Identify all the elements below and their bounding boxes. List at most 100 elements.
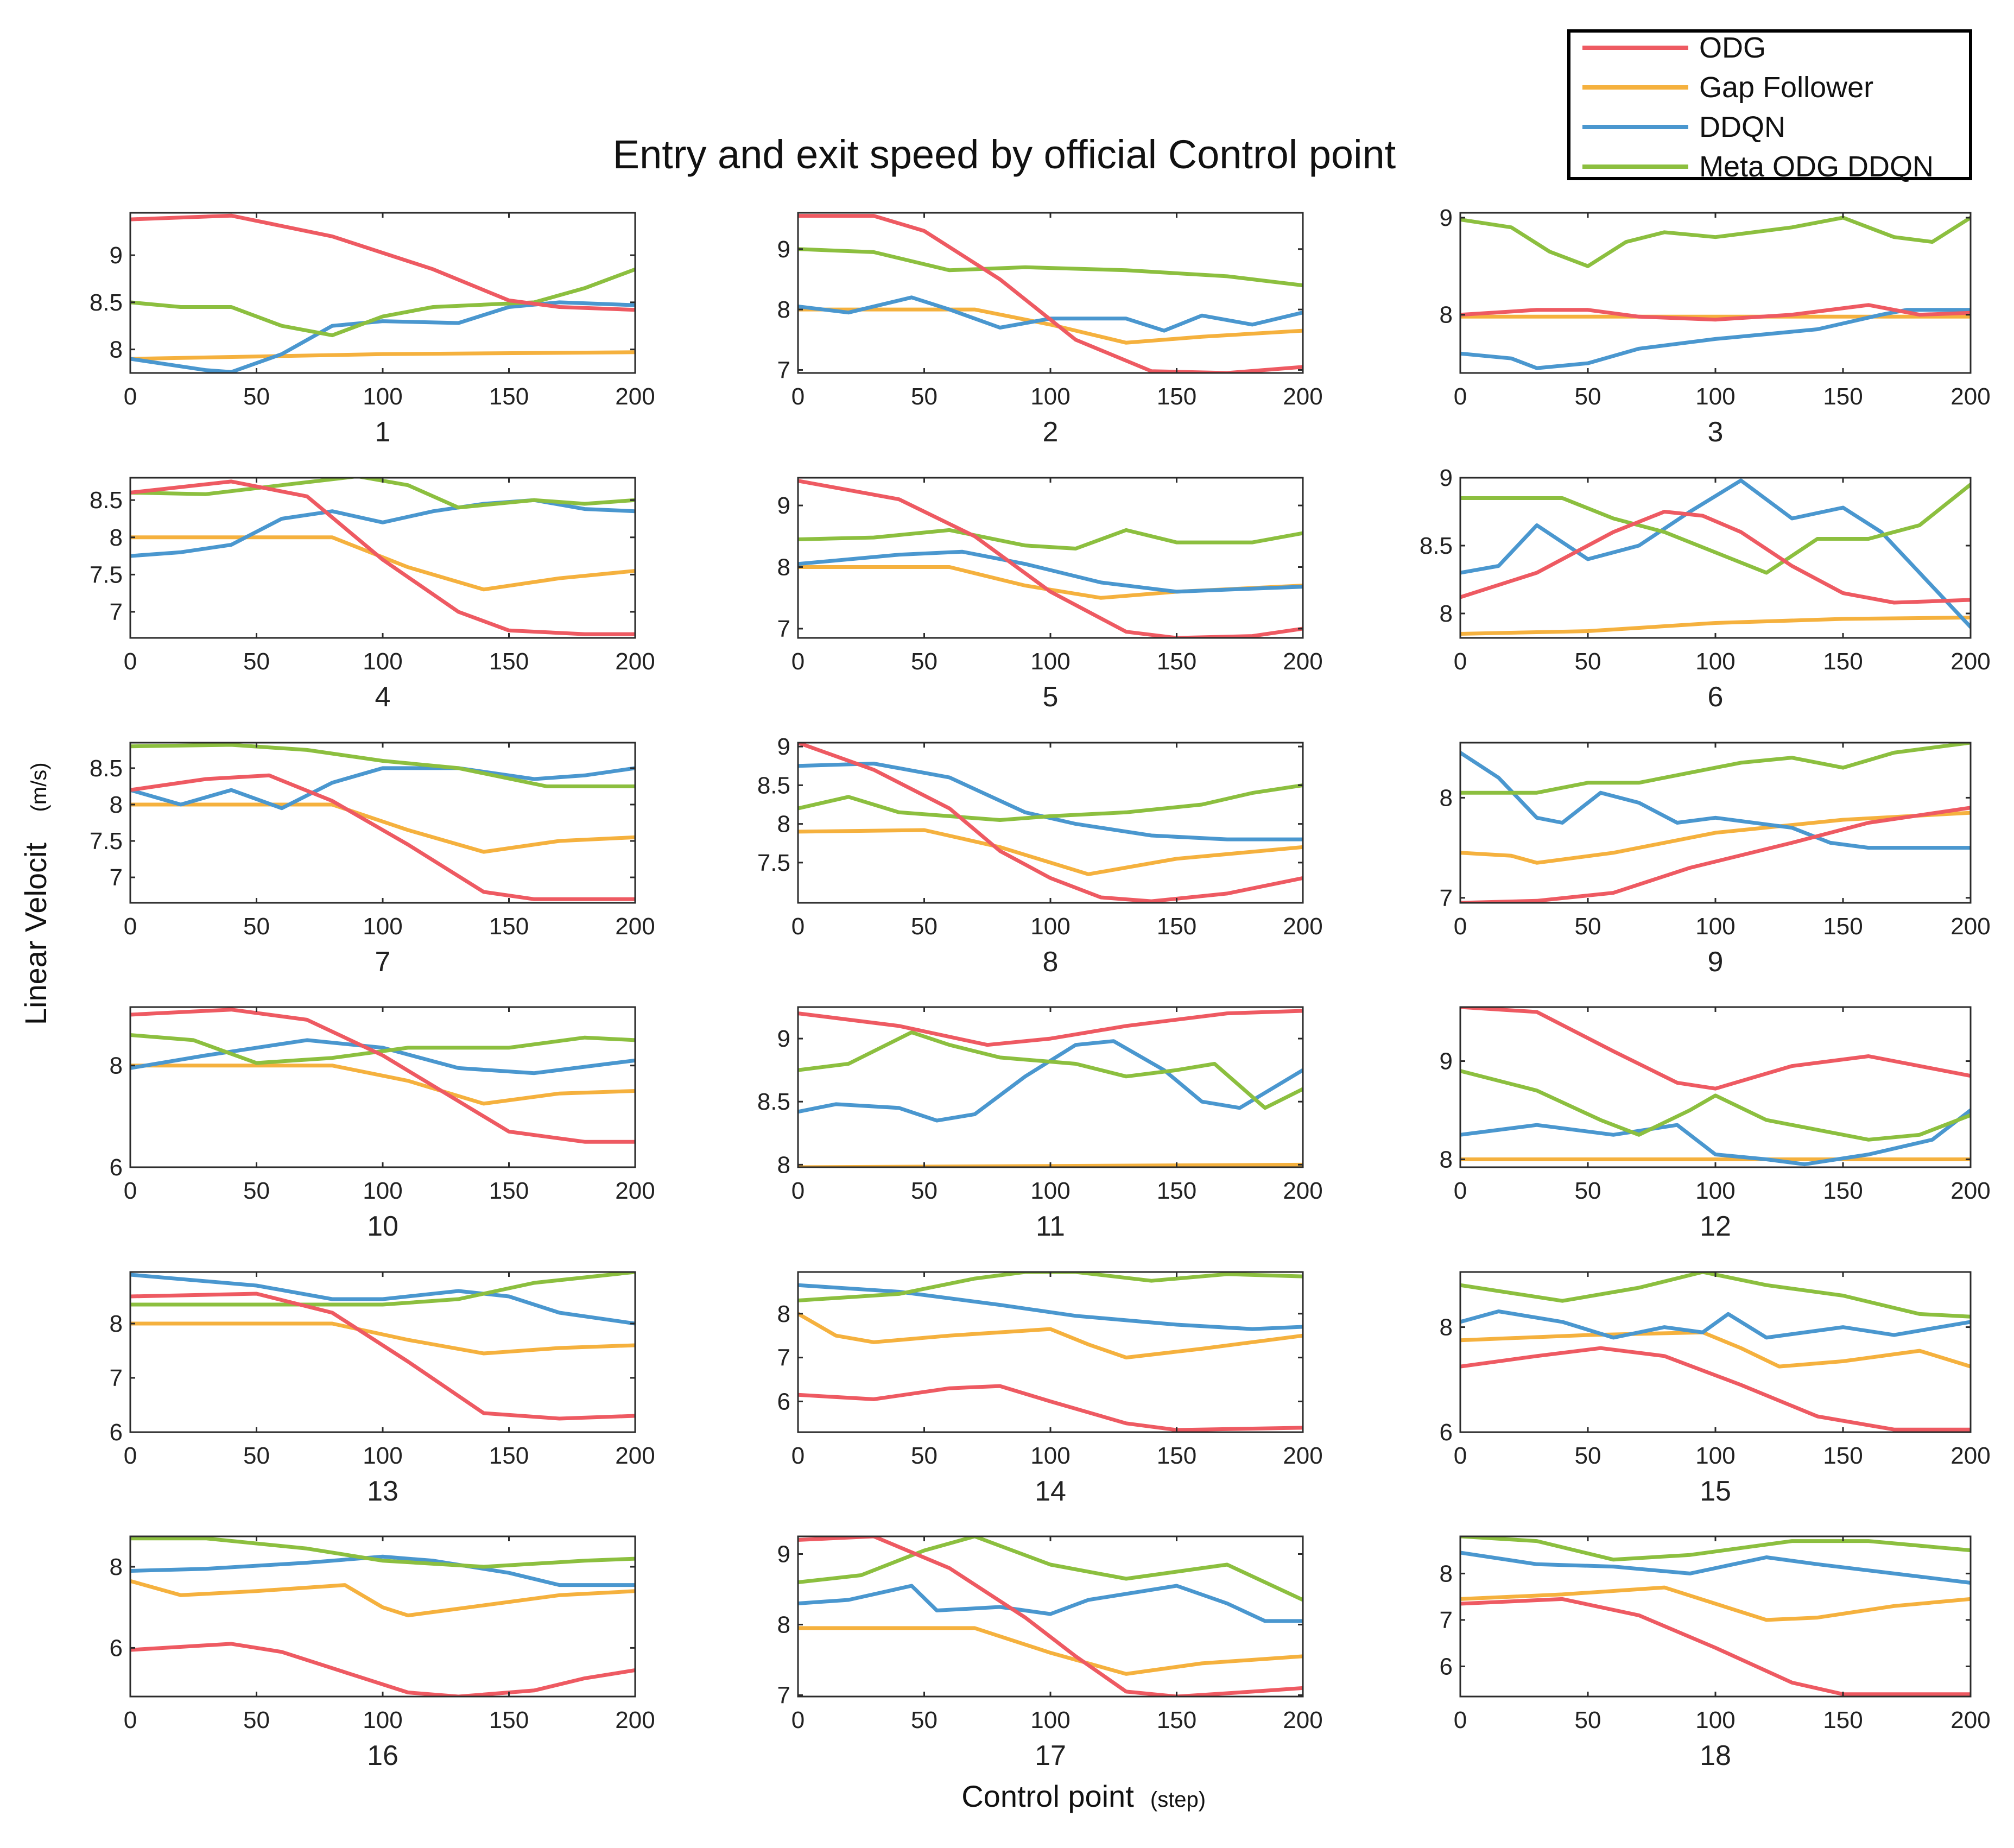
x-tick-label: 100 xyxy=(1695,1442,1735,1469)
x-tick-label: 50 xyxy=(1575,1707,1601,1733)
series-line-odg xyxy=(1460,1346,1971,1432)
x-tick-label: 100 xyxy=(363,1442,402,1469)
plot-area xyxy=(130,213,635,373)
plot-area xyxy=(1460,213,1971,373)
y-tick-label: 8 xyxy=(110,1311,123,1337)
y-tick-label: 7 xyxy=(110,864,123,891)
x-tick-label: 0 xyxy=(124,1707,137,1733)
series-line-odg xyxy=(1460,303,1971,322)
legend-box xyxy=(1567,29,1972,180)
y-tick-label: 7 xyxy=(1440,885,1453,912)
subplot-13: 0 50 100 150 200 6 7 8 13 xyxy=(110,1271,655,1507)
series-line-odg xyxy=(130,479,635,636)
x-tick-label: 50 xyxy=(243,383,270,410)
y-tick-label: 8 xyxy=(110,1053,123,1079)
x-tick-label: 150 xyxy=(489,1178,529,1204)
x-tick-label: 100 xyxy=(363,648,402,675)
x-tick-label: 200 xyxy=(615,913,655,940)
x-tick-label: 100 xyxy=(1030,913,1070,940)
series-group xyxy=(1460,743,1971,903)
series-group xyxy=(130,743,635,901)
y-tick-label: 7 xyxy=(110,1365,123,1391)
x-tick-label: 200 xyxy=(615,383,655,410)
y-tick-label: 8 xyxy=(1440,600,1453,627)
series-line-meta-odg-ddqn xyxy=(798,1272,1303,1302)
y-tick-label: 6 xyxy=(110,1419,123,1446)
y-tick-label: 8 xyxy=(777,296,790,323)
y-axis-unit: (m/s) xyxy=(27,762,51,812)
x-tick-label: 0 xyxy=(1454,1707,1467,1733)
series-line-ddqn xyxy=(1460,308,1971,370)
x-tick-label: 50 xyxy=(911,1178,938,1204)
y-tick-label: 7.5 xyxy=(757,850,790,876)
series-line-meta-odg-ddqn xyxy=(130,267,635,338)
series-line-gap-follower xyxy=(130,1321,635,1356)
subplot-16: 0 50 100 150 200 6 8 16 xyxy=(110,1535,655,1771)
subplot-label: 13 xyxy=(367,1476,398,1507)
x-tick-label: 50 xyxy=(243,1707,270,1733)
series-group xyxy=(1460,1007,1971,1167)
subplot-label: 3 xyxy=(1708,416,1724,448)
subplot-label: 8 xyxy=(1043,946,1059,978)
x-tick-label: 200 xyxy=(1283,1707,1322,1733)
y-tick-label: 7.5 xyxy=(90,561,123,588)
chart-title: Entry and exit speed by official Control… xyxy=(613,132,1396,177)
y-tick-label: 6 xyxy=(1440,1419,1453,1446)
y-tick-label: 6 xyxy=(1440,1653,1453,1680)
x-tick-label: 200 xyxy=(1283,1178,1322,1204)
series-line-ddqn xyxy=(1460,1108,1971,1167)
subplot-label: 4 xyxy=(375,681,391,713)
subplot-label: 15 xyxy=(1700,1476,1731,1507)
y-tick-label: 9 xyxy=(1440,1048,1453,1075)
subplot-label: 17 xyxy=(1035,1740,1066,1771)
series-line-gap-follower xyxy=(130,1579,635,1618)
series-line-meta-odg-ddqn xyxy=(130,1033,635,1065)
x-tick-label: 200 xyxy=(1950,913,1990,940)
plot-area xyxy=(1460,478,1971,638)
y-tick-label: 8 xyxy=(1440,1147,1453,1173)
subplot-label: 9 xyxy=(1708,946,1724,978)
x-tick-label: 200 xyxy=(615,1707,655,1733)
y-tick-label: 7 xyxy=(1440,1607,1453,1634)
x-tick-label: 50 xyxy=(1575,648,1601,675)
series-line-odg xyxy=(130,1642,635,1697)
y-tick-label: 8.5 xyxy=(90,755,123,782)
x-tick-label: 0 xyxy=(1454,1178,1467,1204)
series-line-odg xyxy=(130,1008,635,1144)
series-line-meta-odg-ddqn xyxy=(130,1536,635,1569)
y-tick-label: 8.5 xyxy=(90,289,123,316)
subplot-label: 12 xyxy=(1700,1211,1731,1242)
series-group xyxy=(130,213,635,373)
subplot-label: 7 xyxy=(375,946,391,978)
series-line-ddqn xyxy=(130,1038,635,1075)
x-tick-label: 0 xyxy=(791,1178,805,1204)
x-tick-label: 50 xyxy=(911,1707,938,1733)
x-tick-label: 200 xyxy=(615,1178,655,1204)
y-tick-label: 9 xyxy=(110,242,123,269)
series-line-meta-odg-ddqn xyxy=(1460,483,1971,575)
subplot-8: 0 50 100 150 200 7.5 8 8.5 9 8 xyxy=(757,733,1323,978)
y-tick-label: 9 xyxy=(777,1541,790,1567)
x-tick-label: 150 xyxy=(1823,383,1863,410)
series-group xyxy=(798,743,1303,903)
x-tick-label: 100 xyxy=(1030,383,1070,410)
subplot-label: 16 xyxy=(367,1740,398,1771)
series-line-gap-follower xyxy=(798,828,1303,876)
x-tick-label: 150 xyxy=(489,913,529,940)
y-tick-label: 9 xyxy=(1440,465,1453,491)
series-line-gap-follower xyxy=(1460,811,1971,865)
series-line-odg xyxy=(798,743,1303,903)
subplot-label: 18 xyxy=(1700,1740,1731,1771)
subplot-12: 0 50 100 150 200 8 9 12 xyxy=(1440,1006,1991,1242)
series-line-meta-odg-ddqn xyxy=(798,1536,1303,1602)
plot-area xyxy=(798,1272,1303,1432)
x-tick-label: 200 xyxy=(1950,1178,1990,1204)
x-tick-label: 0 xyxy=(791,1707,805,1733)
series-group xyxy=(130,1536,635,1697)
y-tick-label: 8.5 xyxy=(757,1088,790,1115)
plot-area xyxy=(130,1007,635,1167)
y-tick-label: 8 xyxy=(777,1151,790,1178)
series-line-ddqn xyxy=(1460,478,1971,629)
series-line-meta-odg-ddqn xyxy=(1460,1272,1971,1319)
x-tick-label: 100 xyxy=(1695,913,1735,940)
